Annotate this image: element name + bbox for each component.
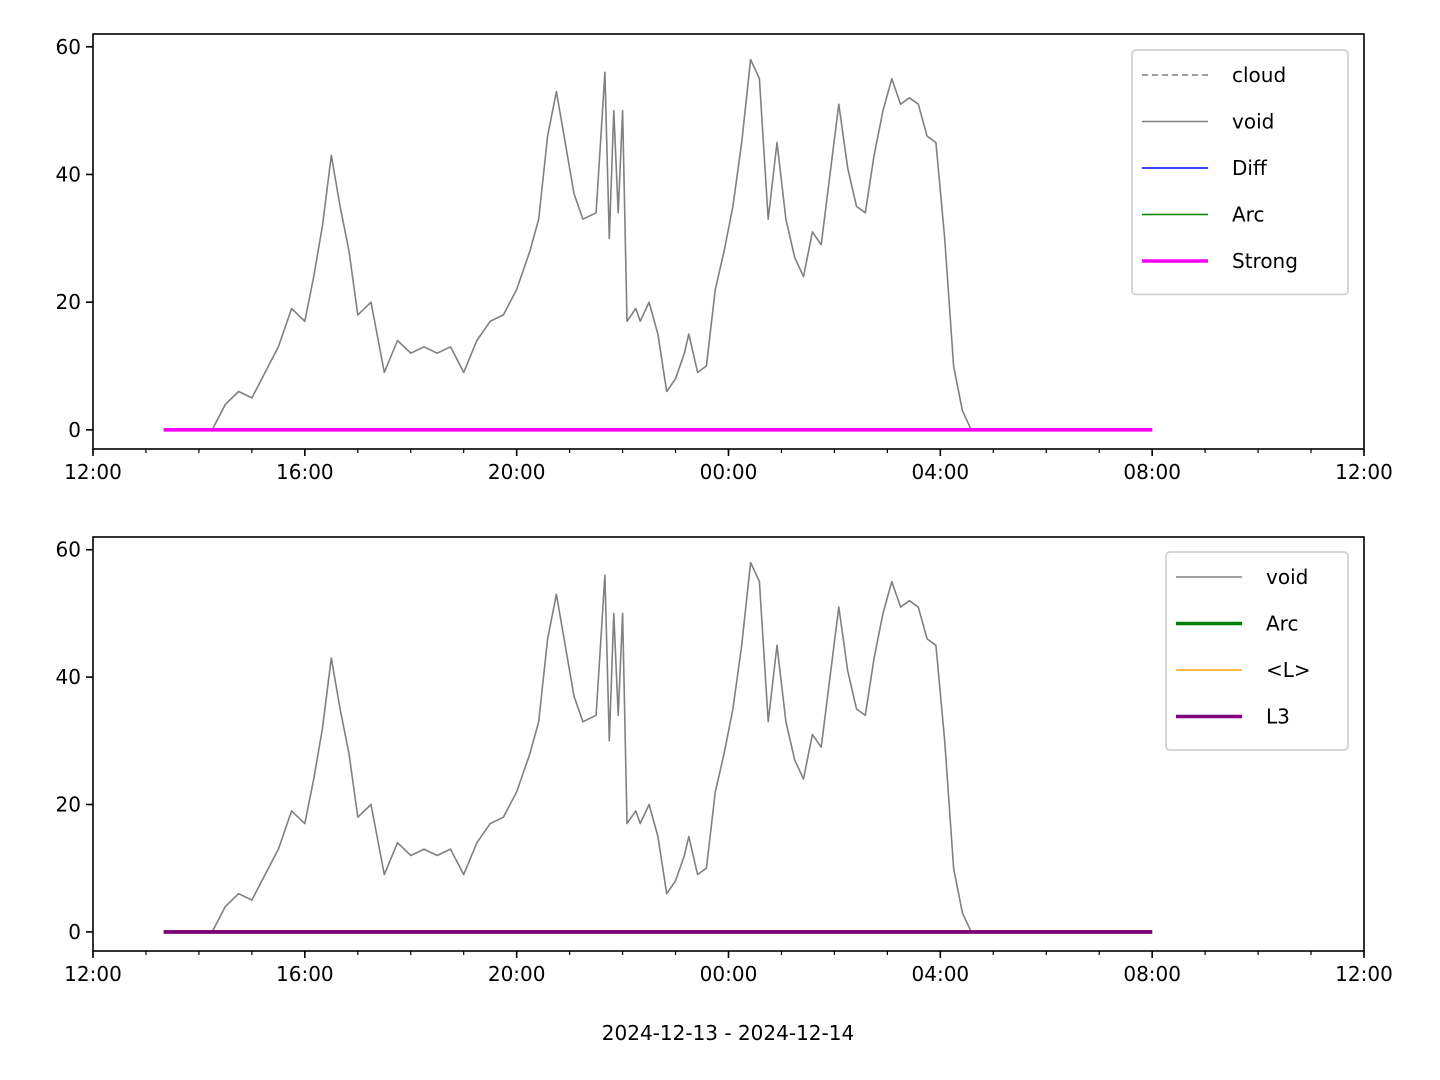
bottom-panel: 0 20 40 60 12:00 16:00 20:00 00:00 04:00 08:00 12:… — [56, 536, 1393, 986]
y-tick-label: 20 — [56, 793, 81, 817]
top-panel-series — [163, 58, 1153, 432]
legend-box — [1165, 551, 1349, 751]
legend-label: void — [1266, 565, 1308, 589]
legend-label: <L> — [1266, 658, 1311, 682]
x-tick-label: 12:00 — [64, 460, 122, 484]
x-tick-label: 12:00 — [1335, 460, 1393, 484]
x-tick-label: 04:00 — [912, 962, 970, 986]
x-tick-label: 12:00 — [64, 962, 122, 986]
x-tick-label: 16:00 — [276, 460, 334, 484]
x-tick-label: 08:00 — [1123, 460, 1181, 484]
y-tick-label: 40 — [56, 162, 81, 186]
y-tick-label: 60 — [56, 538, 81, 562]
x-tick-label: 04:00 — [912, 460, 970, 484]
x-tick-label: 20:00 — [488, 460, 546, 484]
top-panel: 0 20 40 60 12:00 16:00 20:00 00:00 04:00 08:00 12:… — [56, 33, 1393, 484]
legend-label: cloud — [1232, 63, 1286, 87]
x-tick-label: 08:00 — [1123, 962, 1181, 986]
x-tick-label: 00:00 — [700, 460, 758, 484]
y-tick-label: 40 — [56, 665, 81, 689]
y-tick-label: 0 — [68, 920, 81, 944]
legend-box — [1131, 49, 1349, 296]
y-tick-label: 20 — [56, 290, 81, 314]
legend-label: L3 — [1266, 705, 1290, 729]
x-tick-label: 00:00 — [700, 962, 758, 986]
legend-label: Diff — [1232, 156, 1268, 180]
legend-label: Arc — [1266, 612, 1298, 636]
x-tick-label: 16:00 — [276, 962, 334, 986]
legend-label: Strong — [1232, 249, 1298, 273]
y-tick-label: 0 — [68, 418, 81, 442]
bottom-panel-legend: void Arc <L> L3 — [1165, 551, 1349, 751]
legend-label: Arc — [1232, 203, 1264, 227]
legend-label: void — [1232, 110, 1274, 134]
x-tick-label: 20:00 — [488, 962, 546, 986]
bottom-panel-series — [163, 561, 1153, 934]
x-axis-label: 2024-12-13 - 2024-12-14 — [602, 1021, 854, 1045]
top-panel-ticks: 0 20 40 60 12:00 16:00 20:00 00:00 04:00 08:00 12:… — [56, 35, 1393, 484]
bottom-panel-ticks: 0 20 40 60 12:00 16:00 20:00 00:00 04:00 08:00 12:… — [56, 538, 1393, 986]
x-tick-label: 12:00 — [1335, 962, 1393, 986]
top-panel-legend: cloud void Diff Arc Strong — [1131, 49, 1349, 296]
y-tick-label: 60 — [56, 35, 81, 59]
